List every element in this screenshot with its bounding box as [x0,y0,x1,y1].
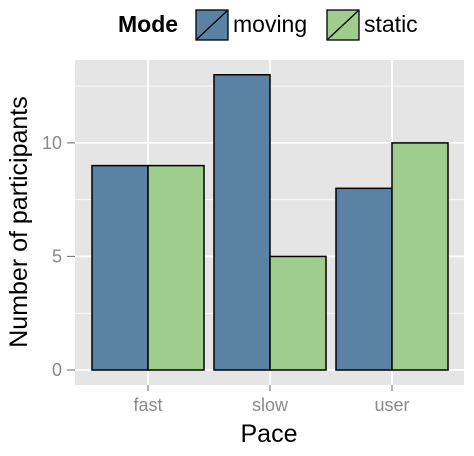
bar-moving-slow [213,74,271,371]
bar-static-fast [147,164,205,371]
y-tick-label: 5 [52,246,62,266]
y-axis-ticks: 0 5 10 [42,133,75,380]
y-axis-title: Number of participants [5,96,33,348]
x-tick-label-slow: slow [252,395,289,415]
x-axis-ticks: fast slow user [133,385,410,415]
legend: Mode moving static [118,9,418,41]
legend-swatch-static-slash [327,10,359,40]
x-tick-label-fast: fast [133,395,162,415]
bar-moving-fast [91,164,149,371]
legend-swatch-moving-slash [196,10,228,40]
x-tick-label-user: user [374,395,409,415]
bar-static-slow [269,255,327,371]
bar-moving-user [335,187,393,371]
legend-key-static [326,9,360,41]
bars [91,74,449,371]
legend-label-static: static [364,11,418,37]
x-axis-title: Pace [241,420,298,448]
y-tick-label: 10 [42,133,62,153]
y-tick-label: 0 [52,360,62,380]
bar-static-user [391,142,449,371]
legend-key-moving [195,9,229,41]
legend-title: Mode [118,11,178,37]
legend-label-moving: moving [233,11,307,37]
